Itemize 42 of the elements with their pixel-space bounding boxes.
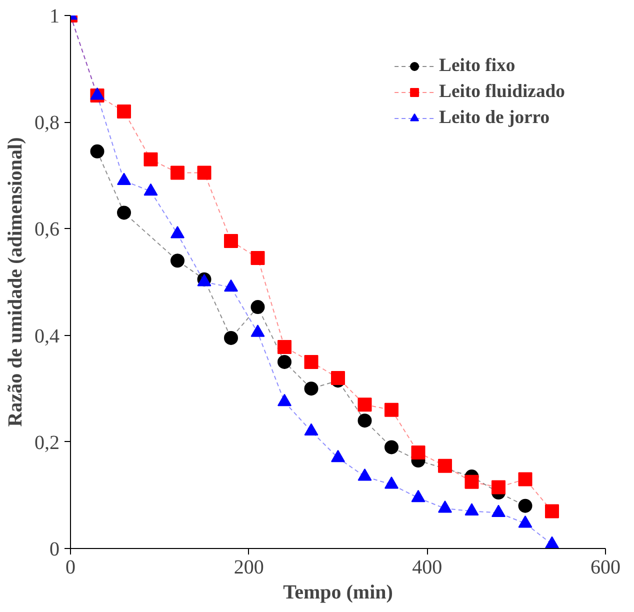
y-tick-label: 0,8 <box>34 112 60 134</box>
point <box>278 354 292 369</box>
point <box>197 166 212 180</box>
point <box>492 480 506 494</box>
point <box>518 498 532 513</box>
point <box>411 446 426 460</box>
x-axis-title: Tempo (min) <box>283 582 393 604</box>
x-tick-label: 400 <box>412 556 442 578</box>
point <box>224 234 238 248</box>
point <box>358 398 372 412</box>
point <box>224 330 238 345</box>
y-tick-label: 1 <box>50 6 60 28</box>
point <box>250 300 265 314</box>
y-tick-label: 0,2 <box>34 432 60 454</box>
point <box>304 382 318 396</box>
point <box>278 340 292 354</box>
point <box>358 414 372 428</box>
x-tick-label: 600 <box>590 556 620 578</box>
point <box>384 402 398 417</box>
point <box>90 144 104 158</box>
y-tick-label: 0 <box>50 538 60 560</box>
x-tick-label: 0 <box>66 556 76 578</box>
y-tick-label: 0,6 <box>34 218 60 241</box>
legend-label: Leito fixo <box>439 55 516 77</box>
legend-label: Leito de jorro <box>439 107 550 129</box>
y-tick-label: 0,4 <box>34 325 60 348</box>
point <box>331 370 345 385</box>
point <box>384 440 398 454</box>
y-axis-title: Razão de umidade (adimensional) <box>4 137 26 427</box>
point <box>170 166 184 180</box>
point <box>170 254 184 268</box>
x-tick-label: 200 <box>234 556 264 578</box>
legend-label: Leito fluidizado <box>439 81 565 103</box>
point <box>464 474 479 489</box>
point <box>117 206 131 220</box>
point <box>144 152 158 166</box>
point <box>518 472 532 486</box>
point <box>545 504 559 518</box>
point <box>117 104 131 118</box>
point <box>250 251 265 266</box>
point <box>304 354 318 369</box>
point <box>438 458 452 473</box>
